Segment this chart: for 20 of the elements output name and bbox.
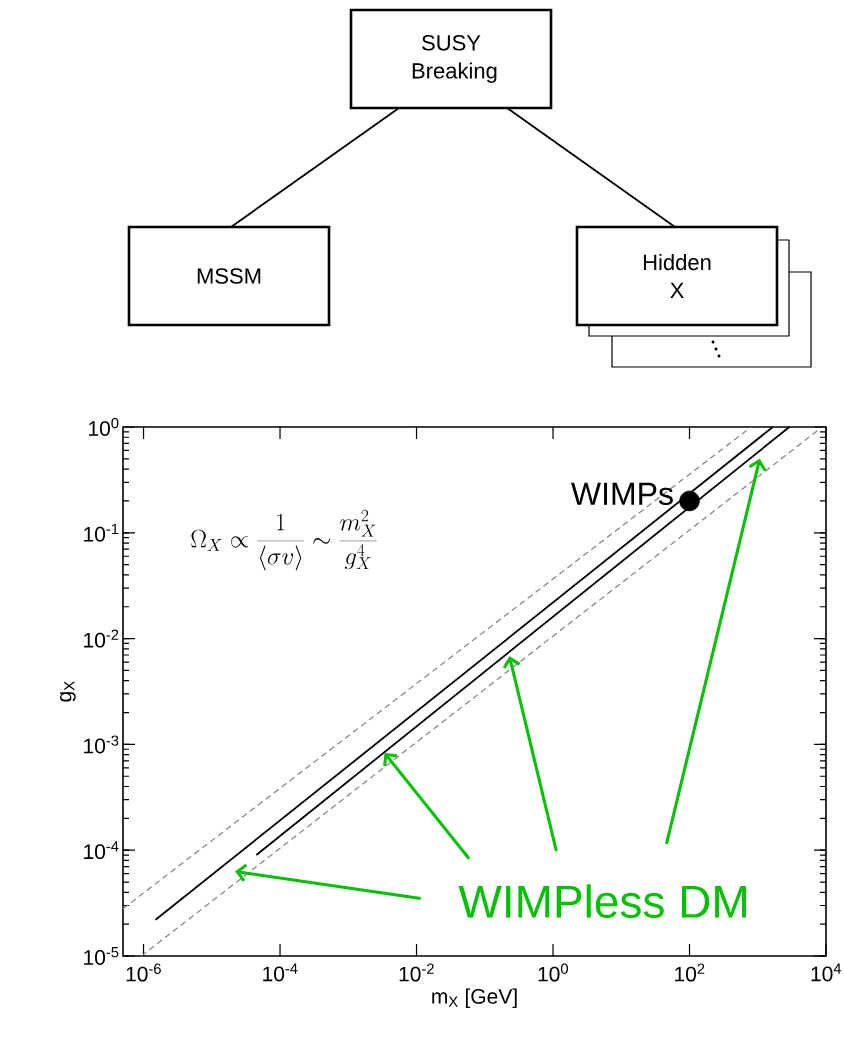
annotation: WIMPless DM — [458, 884, 746, 919]
x-tick-label: 10$^{-2}$ — [399, 963, 434, 982]
annotation: $\Omega_X \propto \frac{1}{\langle \sigma v\rangle} \sim \frac{m_X^2}{g_X^4}$ — [191, 509, 377, 571]
x-tick-label: 10$^{-4}$ — [263, 963, 298, 982]
x-tick-label: 10$^{0}$ — [538, 963, 568, 982]
text: SUSY Breaking — [412, 35, 497, 83]
x-tick-label: 10$^{-6}$ — [126, 963, 161, 982]
x-tick-label: 10$^{4}$ — [811, 963, 842, 982]
y-tick-label: 10$^{-5}$ — [84, 947, 119, 965]
y-tick-label: 10$^{-4}$ — [84, 841, 119, 860]
y-tick-label: 10$^{-3}$ — [84, 735, 119, 754]
y-tick-label: 10$^{0}$ — [89, 418, 119, 436]
x-axis-title: m$_{X}$ [GeV] — [432, 988, 517, 1008]
y-tick-label: 10$^{-2}$ — [84, 629, 119, 648]
text: MSSM — [197, 268, 261, 284]
series-label: WIMPs — [571, 482, 673, 506]
y-axis-title: g$_{X}$ — [60, 681, 76, 702]
text: Hidden X — [643, 254, 711, 298]
y-tick-label: 10$^{-1}$ — [84, 523, 119, 542]
x-tick-label: 10$^{2}$ — [675, 963, 705, 982]
